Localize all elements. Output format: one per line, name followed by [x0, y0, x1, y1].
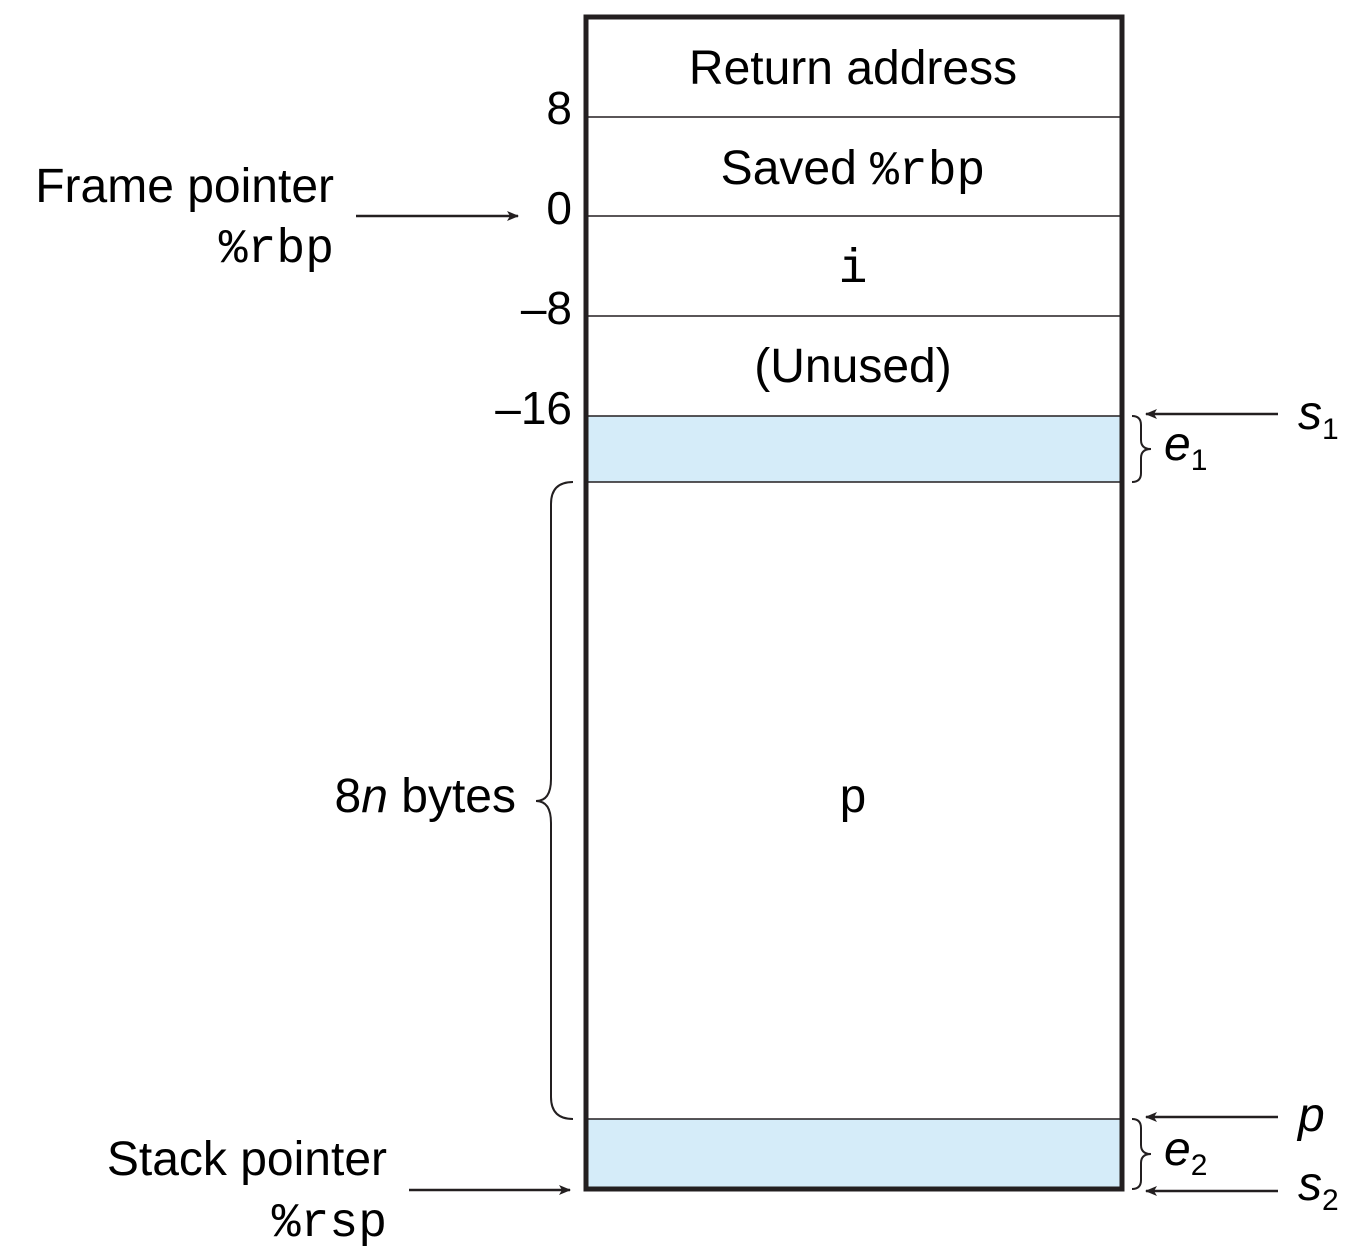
stack-pointer-reg: %rsp: [272, 1197, 387, 1251]
brace-8n-label: 8n bytes: [335, 770, 516, 823]
frame-pointer-reg: %rbp: [219, 223, 334, 277]
saved-reg: %rbp: [870, 145, 985, 199]
s2-label: s2: [1298, 1158, 1339, 1217]
e2-label: e2: [1164, 1123, 1207, 1182]
s1-label: s1: [1298, 387, 1339, 446]
cell-i: i: [839, 243, 868, 297]
cell-separators: [586, 116, 1120, 1120]
cell-unused: (Unused): [754, 340, 951, 393]
saved-label: Saved: [721, 142, 870, 195]
stack-pointer-label: Stack pointer: [107, 1133, 387, 1186]
cell-return-address: Return address: [689, 42, 1017, 95]
brace-e2-icon: [1131, 1118, 1152, 1190]
p-label: p: [1296, 1089, 1325, 1142]
e1-label: e1: [1164, 418, 1207, 477]
brace-e1-icon: [1131, 415, 1152, 483]
offset-0: 0: [546, 182, 572, 234]
offset-minus-8: –8: [521, 282, 572, 334]
padding-region-e2: [586, 1119, 1120, 1189]
frame-pointer-label: Frame pointer: [35, 160, 334, 213]
brace-8n-icon: [535, 481, 574, 1120]
cell-p: p: [839, 773, 868, 827]
padding-region-e1: [586, 416, 1120, 482]
stack-frame-box: [583, 14, 1125, 1192]
offset-minus-16: –16: [495, 382, 572, 434]
offset-8: 8: [546, 82, 572, 134]
cell-saved-rbp: Saved %rbp: [721, 142, 986, 199]
